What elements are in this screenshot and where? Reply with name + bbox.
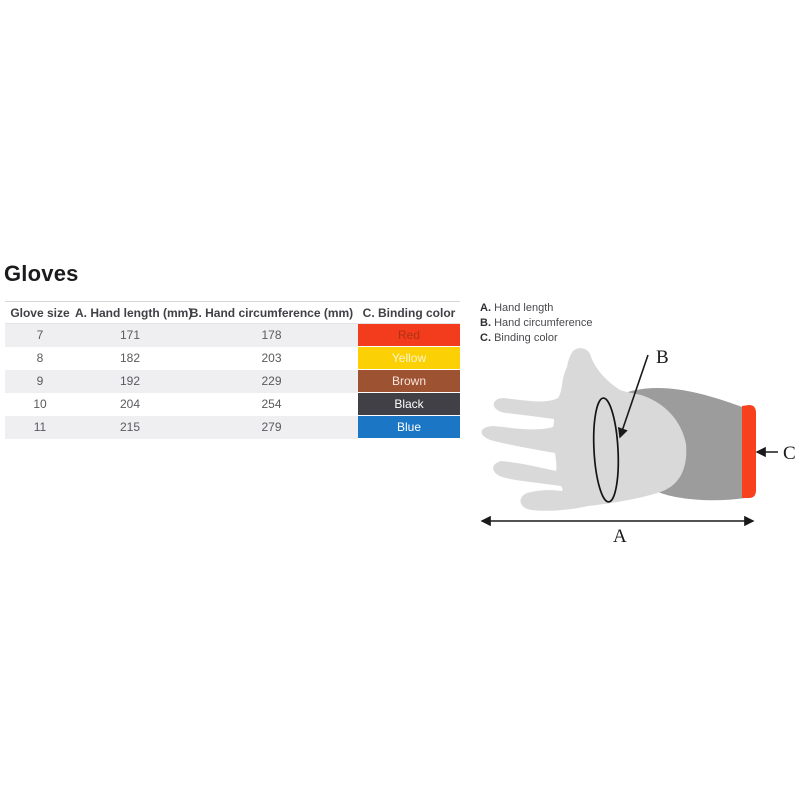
col-header-binding-color: C. Binding color [358, 301, 460, 324]
cell-binding-color-swatch: Blue [358, 415, 460, 439]
col-header-glove-size: Glove size [5, 301, 75, 324]
legend-label: Hand length [494, 302, 554, 314]
table-row: 11 215 279 Blue [5, 415, 460, 439]
legend-key: C. [480, 332, 491, 344]
cell-hand-circumference: 178 [261, 328, 282, 343]
cell-glove-size: 9 [36, 374, 44, 388]
label-a: A [613, 526, 627, 547]
cell-hand-length: 215 [119, 420, 141, 434]
cell-hand-length: 171 [119, 328, 141, 343]
table-row: 7 171 178 Red [5, 323, 460, 347]
cell-binding-color-swatch: Black [358, 392, 460, 416]
circumference-ellipse [592, 397, 620, 503]
label-c: C [783, 443, 796, 464]
diagram-legend: A. Hand length B. Hand circumference C. … [480, 301, 593, 346]
cell-hand-circumference: 254 [261, 397, 282, 411]
legend-item-hand-length: A. Hand length [480, 301, 593, 316]
col-header-hand-circumference: B. Hand circumference (mm) [185, 301, 358, 324]
legend-item-binding-color: C. Binding color [480, 331, 593, 346]
cell-glove-size: 8 [36, 351, 44, 365]
label-b: B [656, 347, 669, 368]
cell-hand-circumference: 279 [261, 420, 282, 434]
glove-size-table: Glove size A. Hand length (mm) B. Hand c… [5, 301, 460, 439]
cell-glove-size: 10 [33, 397, 47, 411]
table-header-row: Glove size A. Hand length (mm) B. Hand c… [5, 301, 460, 324]
legend-label: Binding color [494, 332, 558, 344]
legend-label: Hand circumference [494, 317, 593, 329]
cell-binding-color-swatch: Yellow [358, 346, 460, 370]
legend-key: B. [480, 317, 491, 329]
col-header-hand-length: A. Hand length (mm) [75, 301, 192, 324]
cell-glove-size: 11 [33, 420, 47, 434]
cell-hand-circumference: 229 [261, 374, 282, 388]
table-row: 10 204 254 Black [5, 392, 460, 416]
cell-hand-length: 192 [119, 374, 141, 388]
cell-hand-length: 182 [119, 351, 141, 365]
cell-glove-size: 7 [36, 328, 44, 343]
legend-key: A. [480, 302, 491, 314]
arrow-b [617, 354, 649, 439]
glove-hand-shape [481, 348, 687, 511]
table-row: 9 192 229 Brown [5, 369, 460, 393]
cell-binding-color-swatch: Brown [358, 369, 460, 393]
glove-measurement-diagram: B C A [480, 347, 796, 547]
page-title: Gloves [4, 261, 79, 286]
legend-item-hand-circumference: B. Hand circumference [480, 316, 593, 331]
cell-binding-color-swatch: Red [358, 323, 460, 347]
cell-hand-circumference: 203 [261, 351, 282, 365]
binding-strip-shape [742, 405, 756, 498]
cell-hand-length: 204 [119, 397, 141, 411]
table-row: 8 182 203 Yellow [5, 346, 460, 370]
